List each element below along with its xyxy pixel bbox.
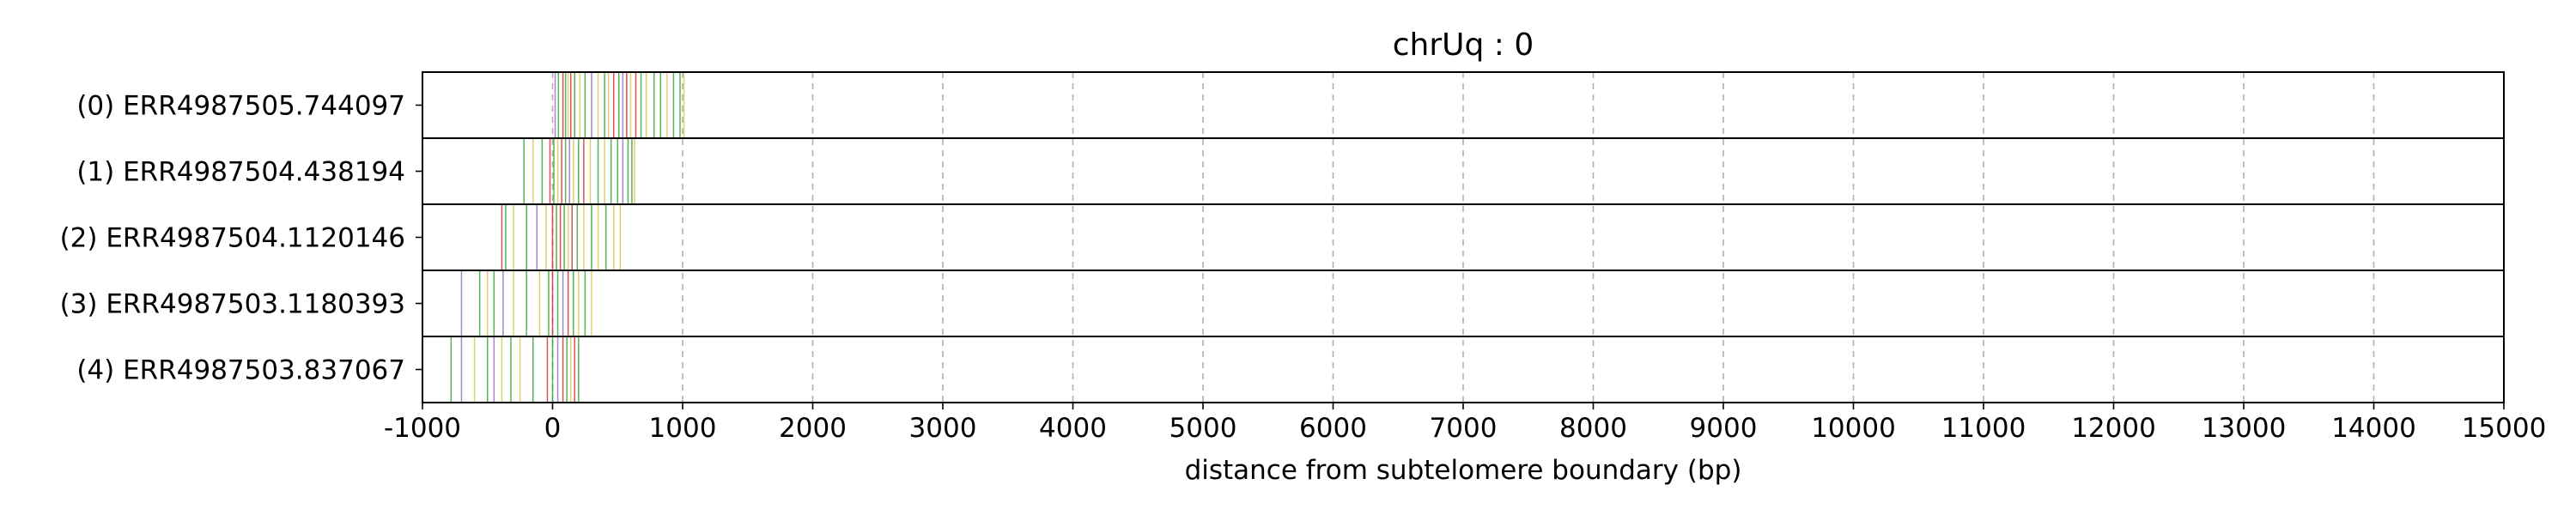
x-tick-label-5000: 5000 (1170, 413, 1237, 444)
x-tick-label-0: 0 (544, 413, 562, 444)
x-tick-label-7000: 7000 (1430, 413, 1498, 444)
row-label-0: (0) ERR4987505.744097 (76, 91, 405, 122)
x-axis-label: distance from subtelomere boundary (bp) (1185, 455, 1742, 486)
row-label-layer: (0) ERR4987505.744097 (1) ERR4987504.4381… (60, 91, 422, 386)
row-label-3: (3) ERR4987503.1180393 (60, 289, 405, 320)
x-tick-label-9000: 9000 (1690, 413, 1758, 444)
x-tick-label-14000: 14000 (2331, 413, 2416, 444)
x-tick-label-1000: 1000 (649, 413, 717, 444)
x-tick-label-15000: 15000 (2462, 413, 2547, 444)
x-tick-label-4000: 4000 (1039, 413, 1107, 444)
x-tick-label-8000: 8000 (1559, 413, 1627, 444)
chart-title: chrUq : 0 (1393, 27, 1534, 63)
x-tick-label-10000: 10000 (1811, 413, 1896, 444)
track-row-frame-2 (422, 203, 2505, 271)
row-label-1: (1) ERR4987504.438194 (76, 157, 405, 188)
x-tick-label-12000: 12000 (2071, 413, 2156, 444)
track-row-frame-3 (422, 270, 2505, 337)
x-axis-ticks: -1000 0 1000 2000 3000 4000 5000 6000 7000 8000 90… (384, 403, 2546, 444)
x-tick-label--1000: -1000 (384, 413, 461, 444)
x-tick-label-6000: 6000 (1299, 413, 1367, 444)
x-tick-label-2000: 2000 (779, 413, 847, 444)
marks-layer (450, 73, 685, 402)
row-label-4: (4) ERR4987503.837067 (76, 355, 405, 386)
track-row-frame-4 (422, 336, 2505, 403)
track-row-frame-1 (422, 137, 2505, 205)
x-tick-label-11000: 11000 (1941, 413, 2026, 444)
x-tick-label-3000: 3000 (909, 413, 977, 444)
row-label-2: (2) ERR4987504.1120146 (60, 223, 405, 254)
x-tick-label-13000: 13000 (2202, 413, 2287, 444)
grid-layer (422, 72, 2505, 403)
